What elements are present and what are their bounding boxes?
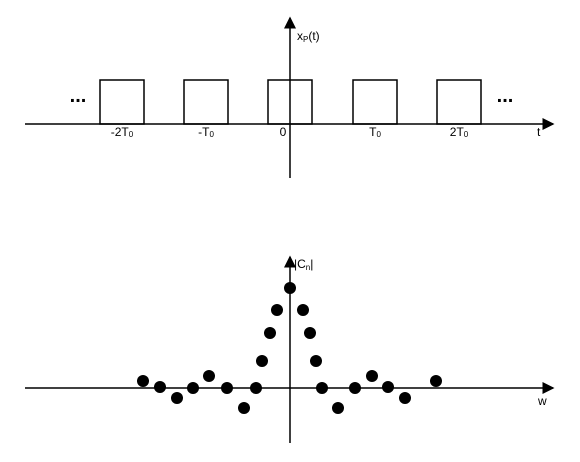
- label-part: T: [369, 125, 377, 139]
- pulse: [99, 79, 145, 125]
- coefficient-dot: [304, 327, 316, 339]
- coefficient-dot: [154, 381, 166, 393]
- tick-label: 0: [280, 125, 287, 139]
- coefficient-dot: [284, 282, 296, 294]
- coefficient-dot: [310, 355, 322, 367]
- tick-label: -T0: [198, 125, 214, 139]
- top-plot: [25, 16, 555, 178]
- label-part: 0: [129, 130, 134, 139]
- ellipsis: ...: [70, 85, 87, 107]
- tick-label: -2T0: [111, 125, 134, 139]
- x-label: w: [537, 394, 547, 408]
- label-part: 0: [209, 130, 214, 139]
- label-part: |: [310, 257, 313, 271]
- coefficient-dot: [399, 392, 411, 404]
- label-part: 0: [376, 130, 381, 139]
- coefficient-dot: [203, 370, 215, 382]
- ellipsis: ...: [497, 85, 514, 107]
- coefficient-dot: [264, 327, 276, 339]
- label-part: 0: [464, 130, 469, 139]
- coefficient-dot: [271, 304, 283, 316]
- label-part: n: [306, 263, 310, 272]
- pulse: [352, 79, 398, 125]
- pulse: [183, 79, 229, 125]
- coefficient-dot: [366, 370, 378, 382]
- label-part: (t): [308, 29, 319, 43]
- coefficient-dot: [221, 382, 233, 394]
- tick-label: 2T0: [450, 125, 469, 139]
- label-part: |C: [294, 257, 306, 271]
- pulse: [267, 79, 313, 125]
- label-part: -T: [198, 125, 210, 139]
- coefficient-dot: [430, 375, 442, 387]
- y-label: |Cn|: [294, 257, 313, 272]
- coefficient-dot: [256, 355, 268, 367]
- coefficient-dot: [382, 381, 394, 393]
- label-part: -2T: [111, 125, 130, 139]
- tick-label: T0: [369, 125, 381, 139]
- coefficient-dot: [297, 304, 309, 316]
- y-label: xP(t): [297, 29, 320, 44]
- coefficient-dot: [316, 382, 328, 394]
- coefficient-dot: [332, 402, 344, 414]
- label-part: P: [303, 35, 308, 44]
- coefficients: [137, 282, 442, 414]
- label-part: 2T: [450, 125, 465, 139]
- coefficient-dot: [171, 392, 183, 404]
- coefficient-dot: [187, 382, 199, 394]
- label-part: x: [297, 29, 303, 43]
- coefficient-dot: [137, 375, 149, 387]
- pulse: [436, 79, 482, 125]
- coefficient-dot: [349, 382, 361, 394]
- x-label: t: [537, 125, 541, 139]
- coefficient-dot: [250, 382, 262, 394]
- coefficient-dot: [238, 402, 250, 414]
- label-part: 0: [280, 125, 287, 139]
